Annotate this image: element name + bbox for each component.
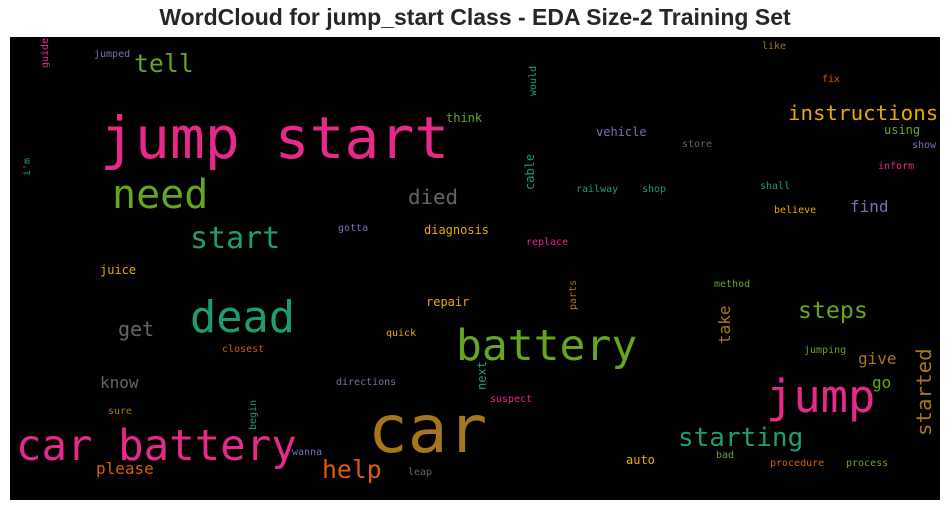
word-show: show (912, 140, 937, 151)
word-like: like (762, 41, 786, 52)
word-repair: repair (426, 295, 469, 309)
word-inform: inform (878, 161, 914, 172)
word-sure: sure (108, 406, 132, 417)
word-leap: leap (408, 467, 432, 478)
word-jumping: jumping (804, 345, 846, 356)
word-railway: railway (576, 184, 618, 195)
word-jumped: jumped (94, 49, 130, 60)
word-give: give (858, 349, 897, 368)
word-diagnosis: diagnosis (424, 223, 489, 237)
word-juice: juice (100, 263, 136, 277)
word-auto: auto (626, 453, 655, 467)
word-battery: battery (456, 321, 637, 371)
word-car: car (368, 391, 487, 468)
word-think: think (446, 111, 483, 125)
word-find: find (850, 197, 889, 216)
word-suspect: suspect (490, 394, 532, 405)
word-wanna: wanna (292, 447, 322, 458)
word-instructions: instructions (788, 101, 938, 125)
word-process: process (846, 458, 888, 469)
word-next: next (475, 361, 489, 390)
word-dead: dead (190, 293, 295, 343)
word-take: take (715, 305, 734, 344)
word-directions: directions (336, 377, 396, 388)
word-procedure: procedure (770, 458, 824, 469)
word-tell: tell (134, 49, 194, 78)
word-quick: quick (386, 328, 416, 339)
word-method: method (714, 279, 750, 290)
word-bad: bad (716, 450, 734, 461)
word-know: know (100, 373, 139, 392)
word-died: died (408, 185, 458, 209)
word-parts: parts (568, 280, 579, 310)
word-would: would (528, 66, 539, 96)
word-gotta: gotta (338, 223, 368, 234)
word-begin: begin (248, 400, 259, 430)
word-get: get (118, 317, 154, 341)
word-replace: replace (526, 237, 568, 248)
word-store: store (682, 139, 712, 150)
word-vehicle: vehicle (596, 125, 647, 139)
word-closest: closest (222, 344, 264, 355)
word-shop: shop (642, 184, 666, 195)
word-need: need (112, 172, 208, 218)
word-go: go (872, 373, 891, 392)
word-group: jump start car jump dead battery car battery n… (16, 38, 938, 484)
word-started: started (912, 348, 936, 436)
word-guide: guide (40, 38, 51, 68)
word-help: help (322, 455, 382, 484)
word-shall: shall (760, 181, 790, 192)
word-car-battery: car battery (16, 421, 297, 470)
cloud-background (10, 37, 940, 500)
word-jump: jump (766, 370, 875, 423)
word-cable: cable (523, 154, 537, 190)
word-jump-start: jump start (100, 104, 449, 172)
word-i-m: i'm (22, 158, 33, 176)
word-starting: starting (678, 423, 803, 453)
word-steps: steps (798, 297, 868, 324)
chart-title: WordCloud for jump_start Class - EDA Siz… (159, 4, 791, 30)
word-start: start (190, 221, 280, 256)
word-please: please (96, 459, 154, 478)
word-using: using (884, 123, 920, 137)
word-fix: fix (822, 74, 840, 85)
word-believe: believe (774, 205, 816, 216)
